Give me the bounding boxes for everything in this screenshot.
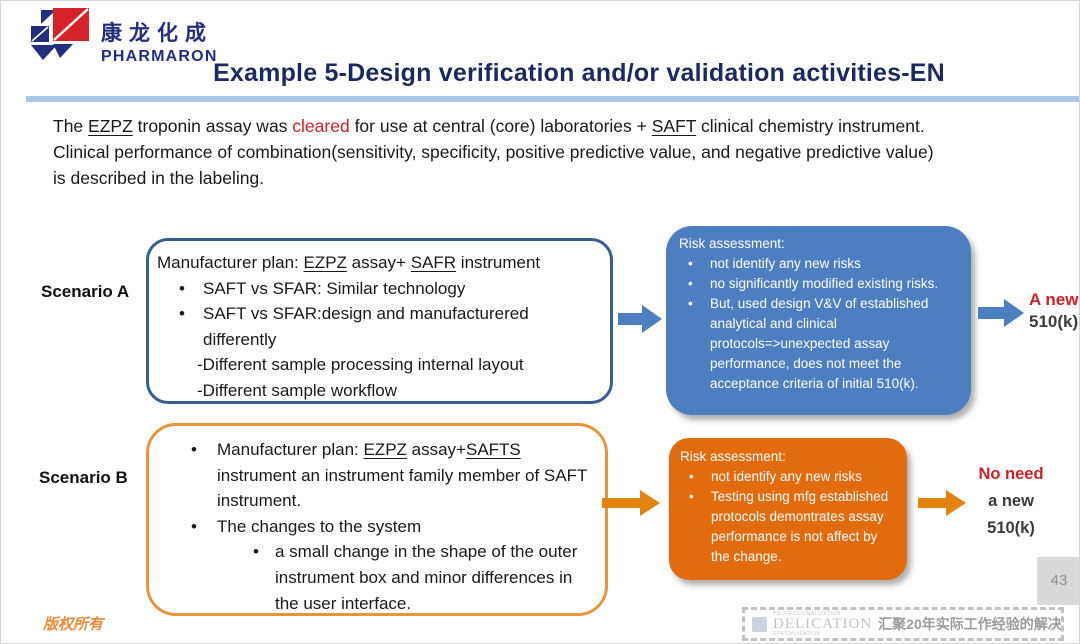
- bullet-glyph: •: [191, 516, 197, 536]
- arrow-risk-b-to-outcome: [918, 488, 966, 518]
- logo-text: 康龙化成 PHARMARON: [101, 7, 218, 66]
- watermark-box: PROFESSIONALIZATION DELICATION SPECIALIZ…: [742, 607, 1064, 641]
- scenario-a-dash-line: -Different sample processing internal la…: [197, 355, 524, 374]
- bullet-text: a small change in the shape of the outer…: [275, 542, 578, 613]
- logo-chinese-name: 康龙化成: [101, 21, 213, 45]
- risk-assessment-b-box: Risk assessment: • not identify any new r…: [669, 438, 907, 580]
- run: instrument an instrument family member o…: [217, 465, 588, 511]
- bullet-glyph: •: [688, 256, 693, 271]
- run: instrument: [456, 253, 541, 272]
- scenario-a-label: Scenario A: [41, 282, 130, 301]
- run: assay+: [406, 440, 466, 459]
- intro-run: troponin assay was: [132, 116, 293, 136]
- outcome-b-line3: 510(k): [987, 519, 1035, 537]
- term-saft: SAFT: [651, 116, 697, 136]
- bullet-text: SAFT vs SFAR: Similar technology: [203, 278, 466, 298]
- scenario-a-bullet: • SAFT vs SFAR: Similar technology: [157, 276, 600, 302]
- watermark-wordmark: PROFESSIONALIZATION DELICATION SPECIALIZ…: [773, 610, 873, 637]
- risk-a-bullet: • not identify any new risks: [679, 254, 957, 274]
- page-number: 43: [1037, 557, 1079, 605]
- run: Manufacturer plan:: [217, 440, 364, 459]
- scenario-a-dash-line: -Different sample workflow: [197, 380, 397, 400]
- intro-line-3: is described in the labeling.: [53, 168, 265, 188]
- run: Manufacturer plan:: [157, 253, 304, 272]
- outcome-a-line1: A new: [1029, 290, 1079, 309]
- bullet-text: Manufacturer plan: EZPZ assay+SAFTS inst…: [217, 437, 593, 514]
- title-underline-rule: [26, 96, 1079, 102]
- intro-run: for use at central (core) laboratories +: [349, 116, 652, 136]
- intro-line-2: Clinical performance of combination(sens…: [53, 142, 934, 162]
- scenario-b-bullet: • The changes to the system: [165, 514, 593, 540]
- bullet-text: The changes to the system: [217, 516, 422, 536]
- scenario-b-sub-bullet: • a small change in the shape of the oute…: [165, 539, 593, 617]
- bullet-glyph: •: [179, 278, 185, 298]
- term-ezpz: EZPZ: [363, 440, 407, 459]
- bullet-glyph: •: [253, 542, 259, 561]
- scenario-b-box: • Manufacturer plan: EZPZ assay+SAFTS ins…: [146, 423, 608, 616]
- outcome-a-line2: 510(k): [1029, 312, 1079, 331]
- term-ezpz: EZPZ: [88, 116, 133, 136]
- risk-a-bullet: • But, used design V&V of established ana…: [679, 294, 957, 394]
- risk-b-bullet: • not identify any new risks: [680, 467, 897, 487]
- scenario-a-box: Manufacturer plan: EZPZ assay+ SAFR inst…: [146, 238, 613, 404]
- intro-run: clinical chemistry instrument.: [696, 116, 925, 136]
- risk-a-heading: Risk assessment:: [679, 236, 785, 251]
- term-cleared: cleared: [292, 116, 350, 136]
- outcome-b-line2: a new: [988, 492, 1034, 510]
- bullet-text: SAFT vs SFAR:design and manufacturered d…: [203, 304, 529, 349]
- outcome-b: No need a new 510(k): [961, 461, 1061, 542]
- term-safts: SAFTS: [465, 440, 521, 459]
- term-ezpz: EZPZ: [303, 253, 347, 272]
- risk-b-bullet: • Testing using mfg established protocols…: [680, 487, 897, 567]
- run: assay+: [346, 253, 411, 272]
- scenario-a-heading: Manufacturer plan: EZPZ assay+ SAFR inst…: [157, 250, 600, 276]
- pharmaron-logo: 康龙化成 PHARMARON: [27, 7, 218, 66]
- slide-title: Example 5-Design verification and/or val…: [213, 59, 945, 87]
- arrow-scenario-b-to-risk: [602, 488, 660, 518]
- scenario-b-label: Scenario B: [39, 468, 128, 487]
- watermark-tiny-top: PROFESSIONALIZATION: [773, 610, 841, 617]
- intro-paragraph: The EZPZ troponin assay was cleared for …: [53, 113, 1058, 191]
- outcome-a: A new 510(k): [1029, 289, 1078, 333]
- risk-b-heading: Risk assessment:: [680, 449, 786, 464]
- risk-assessment-a-box: Risk assessment: • not identify any new r…: [666, 226, 971, 415]
- watermark-tiny-bottom: SPECIALIZATION: [773, 630, 821, 637]
- watermark-main-text: DELICATION: [773, 615, 873, 632]
- watermark-globe-icon: [752, 616, 767, 632]
- pharmaron-logo-icon: [31, 8, 89, 60]
- watermark-chinese-slogan: 汇聚20年实际工作经验的解决之道: [878, 616, 1062, 632]
- outcome-b-line1: No need: [978, 465, 1044, 483]
- intro-line-1: The EZPZ troponin assay was cleared for …: [53, 113, 1058, 139]
- bullet-glyph: •: [689, 469, 694, 484]
- scenario-a-bullet: • SAFT vs SFAR:design and manufacturered …: [157, 301, 600, 352]
- arrow-risk-a-to-outcome: [978, 297, 1024, 329]
- bullet-glyph: •: [688, 296, 693, 311]
- bullet-glyph: •: [689, 489, 694, 504]
- scenario-b-bullet: • Manufacturer plan: EZPZ assay+SAFTS ins…: [165, 437, 593, 514]
- bullet-text: not identify any new risks: [711, 469, 862, 484]
- arrow-scenario-a-to-risk: [618, 303, 662, 335]
- risk-a-bullet: • no significantly modified existing risk…: [679, 274, 957, 294]
- logo-latin-name: PHARMARON: [101, 48, 218, 65]
- copyright-text: 版权所有: [43, 616, 104, 633]
- bullet-text: not identify any new risks: [710, 256, 861, 271]
- intro-run: The: [53, 116, 89, 136]
- bullet-text: Testing using mfg established protocols …: [711, 489, 889, 564]
- term-safr: SAFR: [410, 253, 457, 272]
- bullet-glyph: •: [179, 304, 185, 323]
- bullet-glyph: •: [688, 276, 693, 291]
- bullet-glyph: •: [191, 440, 197, 459]
- bullet-text: no significantly modified existing risks…: [710, 276, 939, 291]
- bullet-text: But, used design V&V of established anal…: [710, 296, 929, 391]
